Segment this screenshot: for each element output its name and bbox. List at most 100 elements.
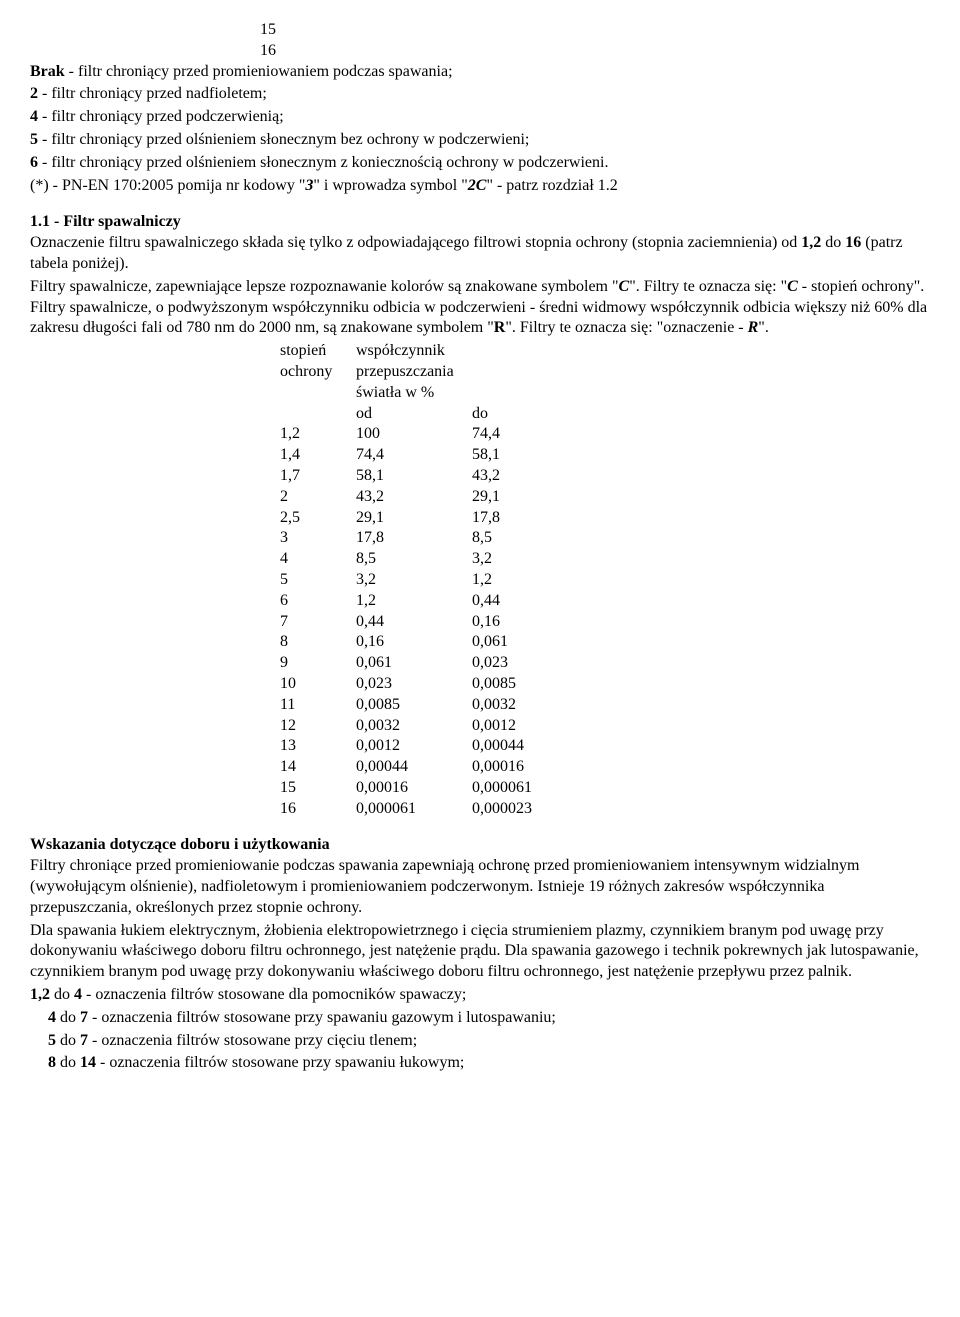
s1-p1-b1: 1,2 [801, 234, 821, 251]
table-cell-do: 0,44 [472, 591, 588, 612]
s1-p2-a: Filtry spawalnicze, zapewniające lepsze … [30, 278, 619, 295]
table-cell-od: 1,2 [356, 591, 472, 612]
table-row: 2,529,117,8 [280, 508, 588, 529]
table-cell-stopien: 14 [280, 757, 356, 778]
table-cell-do: 17,8 [472, 508, 588, 529]
table-row: 140,000440,00016 [280, 757, 588, 778]
r2-a: 4 [48, 1009, 56, 1026]
r4-d: - oznaczenia filtrów stosowane przy spaw… [96, 1054, 464, 1071]
table-row: 317,88,5 [280, 528, 588, 549]
section-2-para-2: Dla spawania łukiem elektrycznym, żłobie… [30, 921, 930, 983]
table-row: 130,00120,00044 [280, 736, 588, 757]
table-cell-do: 0,00044 [472, 736, 588, 757]
table-cell-od: 0,0085 [356, 695, 472, 716]
table-cell-stopien: 15 [280, 778, 356, 799]
table-cell-stopien: 5 [280, 570, 356, 591]
table-cell-do: 0,0085 [472, 674, 588, 695]
table-header-wspol: współczynnik [356, 342, 445, 359]
table-cell-od: 58,1 [356, 466, 472, 487]
intro-line-2: 2 - filtr chroniący przed nadfioletem; [30, 84, 930, 105]
table-cell-do: 0,023 [472, 653, 588, 674]
intro-term-5: 5 [30, 131, 38, 148]
table-row: 1,210074,4 [280, 424, 588, 445]
range-item-2: 4 do 7 - oznaczenia filtrów stosowane pr… [48, 1008, 930, 1029]
s1-p2-b2: C [787, 278, 798, 295]
intro-term-4: 4 [30, 108, 38, 125]
table-cell-od: 0,00016 [356, 778, 472, 799]
table-cell-stopien: 7 [280, 612, 356, 633]
table-header-left: stopień ochrony [280, 341, 356, 403]
r4-b: do [56, 1054, 80, 1071]
table-cell-od: 74,4 [356, 445, 472, 466]
table-cell-stopien: 6 [280, 591, 356, 612]
intro-note-b: " i wprowadza symbol " [313, 177, 467, 194]
table-cell-od: 29,1 [356, 508, 472, 529]
intro-term-brak: Brak [30, 63, 65, 80]
table-cell-stopien: 1,2 [280, 424, 356, 445]
table-cell-od: 0,000061 [356, 799, 472, 820]
table-cell-do: 0,16 [472, 612, 588, 633]
s1-p2-b: ". Filtry te oznacza się: " [629, 278, 787, 295]
leading-number-15: 15 [260, 20, 930, 41]
table-cell-do: 0,0012 [472, 716, 588, 737]
intro-desc-1: - filtr chroniący przed promieniowaniem … [65, 63, 453, 80]
s1-p1-b: do [821, 234, 845, 251]
table-cell-do: 0,00016 [472, 757, 588, 778]
table-cell-stopien: 2 [280, 487, 356, 508]
table-cell-do: 43,2 [472, 466, 588, 487]
table-row: 61,20,44 [280, 591, 588, 612]
intro-note-b2: 2C [468, 177, 487, 194]
table-cell-do: 29,1 [472, 487, 588, 508]
r4-c: 14 [80, 1054, 96, 1071]
r1-a: 1,2 [30, 986, 50, 1003]
intro-line-4: 5 - filtr chroniący przed olśnieniem sło… [30, 130, 930, 151]
table-header-right: współczynnik przepuszczania światła w % [356, 341, 588, 403]
table-cell-do: 1,2 [472, 570, 588, 591]
intro-desc-4: - filtr chroniący przed olśnieniem słone… [38, 131, 529, 148]
table-cell-stopien: 1,7 [280, 466, 356, 487]
table-cell-od: 0,00044 [356, 757, 472, 778]
table-cell-od: 43,2 [356, 487, 472, 508]
r4-a: 8 [48, 1054, 56, 1071]
r3-b: do [56, 1032, 80, 1049]
table-row: 48,53,2 [280, 549, 588, 570]
transmittance-table: stopień ochrony współczynnik przepuszcza… [280, 341, 588, 819]
table-cell-do: 0,000023 [472, 799, 588, 820]
table-cell-od: 0,061 [356, 653, 472, 674]
table-cell-od: 0,0012 [356, 736, 472, 757]
s1-p2-d: ". Filtry te oznacza się: "oznaczenie - [505, 319, 747, 336]
intro-term-2: 2 [30, 85, 38, 102]
table-cell-stopien: 9 [280, 653, 356, 674]
leading-numbers: 15 16 [260, 20, 930, 62]
section-1-heading: 1.1 - Filtr spawalniczy [30, 212, 930, 233]
s1-p1-b2: 16 [845, 234, 861, 251]
table-cell-od: 0,023 [356, 674, 472, 695]
range-item-4: 8 do 14 - oznaczenia filtrów stosowane p… [48, 1053, 930, 1074]
table-cell-stopien: 11 [280, 695, 356, 716]
table-cell-stopien: 13 [280, 736, 356, 757]
table-cell-stopien: 3 [280, 528, 356, 549]
table-row: 80,160,061 [280, 632, 588, 653]
table-cell-stopien: 2,5 [280, 508, 356, 529]
table-row: 53,21,2 [280, 570, 588, 591]
section-2-para-1: Filtry chroniące przed promieniowanie po… [30, 856, 930, 918]
r2-d: - oznaczenia filtrów stosowane przy spaw… [88, 1009, 556, 1026]
table-cell-do: 74,4 [472, 424, 588, 445]
r1-d: - oznaczenia filtrów stosowane dla pomoc… [82, 986, 466, 1003]
section-1-para-2: Filtry spawalnicze, zapewniające lepsze … [30, 277, 930, 339]
table-header-swiatla: światła w % [356, 384, 434, 401]
r2-c: 7 [80, 1009, 88, 1026]
r1-c: 4 [74, 986, 82, 1003]
table-cell-od: 17,8 [356, 528, 472, 549]
r3-a: 5 [48, 1032, 56, 1049]
table-cell-stopien: 1,4 [280, 445, 356, 466]
table-subheader-od: od [356, 404, 472, 425]
table-row: 90,0610,023 [280, 653, 588, 674]
table-cell-do: 0,000061 [472, 778, 588, 799]
table-row: 1,758,143,2 [280, 466, 588, 487]
s1-p1-a: Oznaczenie filtru spawalniczego składa s… [30, 234, 801, 251]
section-2-heading: Wskazania dotyczące doboru i użytkowania [30, 835, 930, 856]
s1-p2-b4: R [748, 319, 759, 336]
s1-p2-b1: C [619, 278, 630, 295]
intro-line-1: Brak - filtr chroniący przed promieniowa… [30, 62, 930, 83]
